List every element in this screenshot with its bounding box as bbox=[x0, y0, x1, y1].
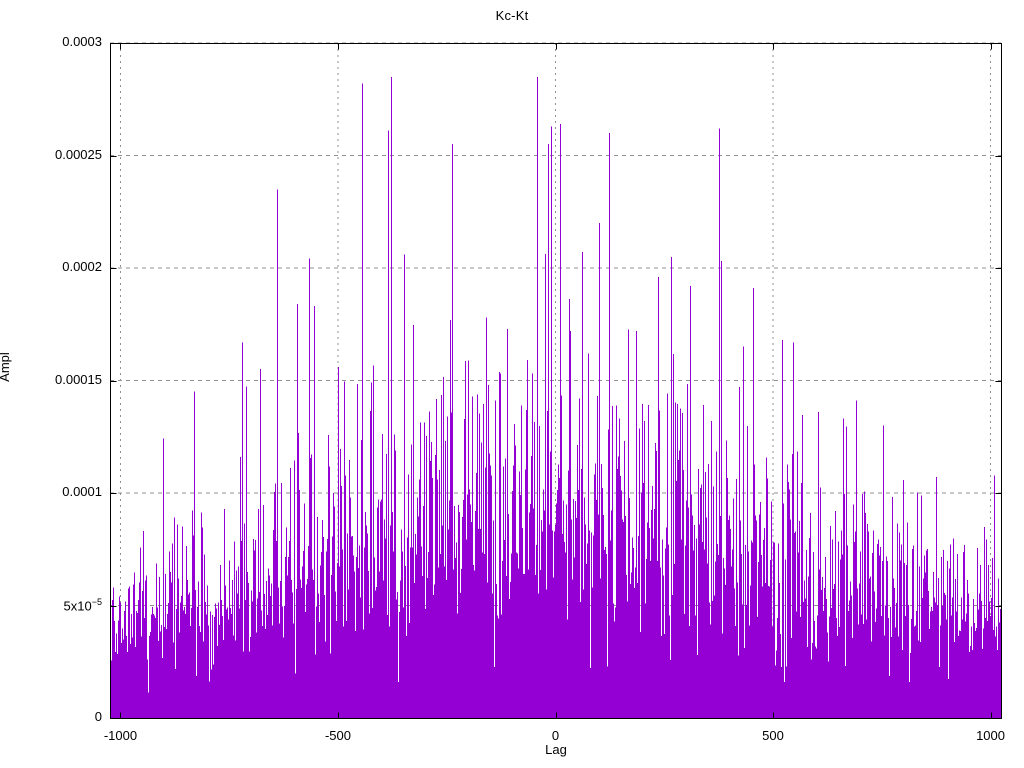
y-tick-label: 5x10−5 bbox=[63, 596, 102, 613]
y-tick-label: 0.0002 bbox=[62, 259, 102, 274]
x-tick-label: -500 bbox=[324, 728, 351, 743]
grid-lines bbox=[110, 42, 1001, 718]
x-tick-label: 0 bbox=[551, 728, 560, 743]
x-tick-label: 1000 bbox=[976, 728, 1005, 743]
y-tick-label: 0.00025 bbox=[55, 146, 102, 162]
x-tick-label: 500 bbox=[762, 728, 784, 743]
y-tick-label: 0.0003 bbox=[62, 34, 102, 49]
y-tick-label: 0 bbox=[94, 709, 102, 724]
x-tick-label: -1000 bbox=[103, 728, 138, 743]
y-tick-label: 0.0001 bbox=[62, 484, 102, 499]
page-title: Kc-Kt bbox=[495, 8, 529, 23]
x-axis-label: Lag bbox=[545, 742, 567, 757]
axis-ticks bbox=[110, 43, 1002, 719]
y-tick-label: 0.00015 bbox=[55, 371, 102, 387]
